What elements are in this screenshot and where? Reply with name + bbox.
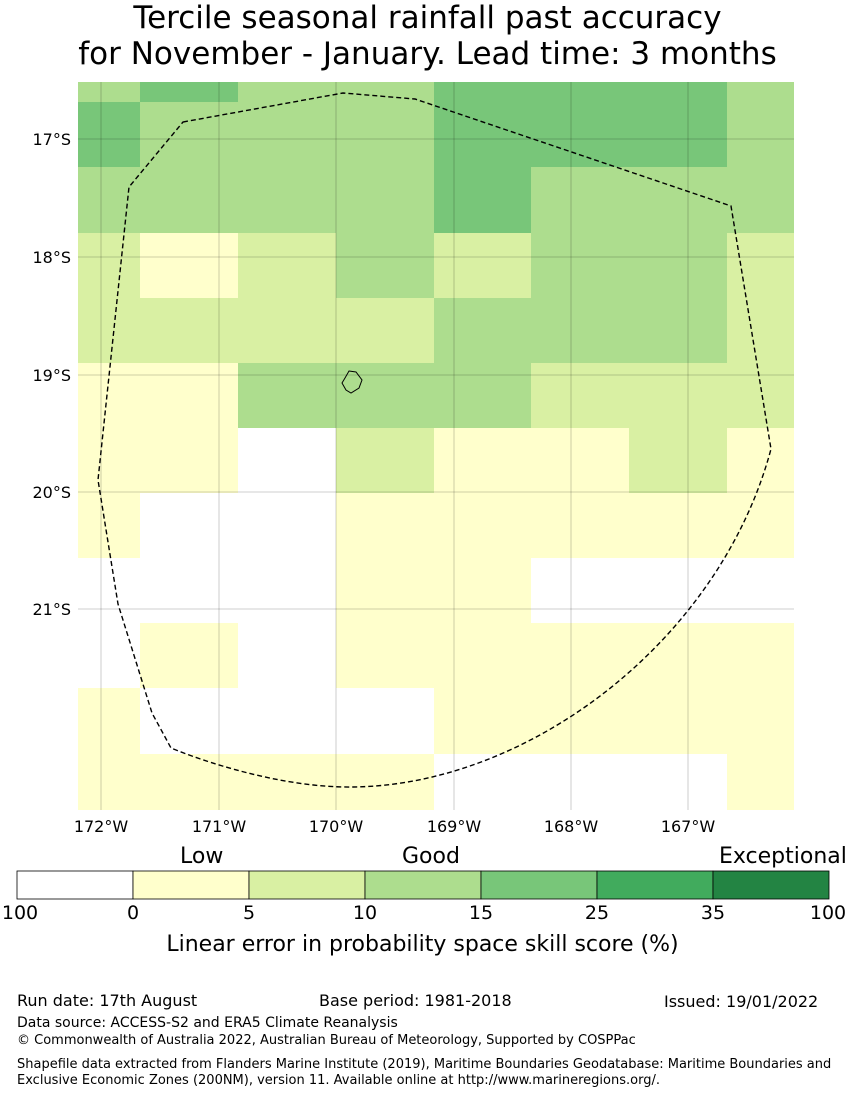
map-cell <box>78 363 238 428</box>
map-cell <box>78 754 434 810</box>
chart-title-line1: Tercile seasonal rainfall past accuracy <box>133 0 722 36</box>
skill-score-map: 17°S 18°S 19°S 20°S 21°S 172°W 171°W 170°W 169°… <box>32 82 794 836</box>
map-cell <box>336 558 531 623</box>
map-cell <box>434 167 531 233</box>
map-cell <box>140 102 434 167</box>
map-cell <box>336 493 794 558</box>
map-cell <box>336 428 434 493</box>
longitude-label: 168°W <box>544 817 599 836</box>
map-cell <box>78 558 336 623</box>
map-cell <box>727 298 794 363</box>
map-cell <box>238 363 531 428</box>
map-cell <box>629 428 727 493</box>
longitude-label: 169°W <box>427 817 482 836</box>
colorbar-swatch <box>364 870 482 900</box>
map-cell <box>78 298 434 363</box>
legend-category-low: Low <box>180 844 224 869</box>
map-cell <box>434 102 727 167</box>
map-cell <box>140 493 336 558</box>
latitude-label: 19°S <box>32 366 71 385</box>
colorbar <box>16 870 830 900</box>
longitude-labels: 172°W 171°W 170°W 169°W 168°W 167°W <box>74 817 716 836</box>
run-date: Run date: 17th August <box>17 991 198 1010</box>
map-cell <box>140 688 434 754</box>
map-cell <box>78 623 140 688</box>
map-cell <box>531 363 794 428</box>
map-cell <box>78 428 238 493</box>
map-cell <box>78 102 140 167</box>
map-cell <box>140 233 238 298</box>
longitude-label: 167°W <box>661 817 716 836</box>
map-cell <box>140 623 238 688</box>
data-source: Data source: ACCESS-S2 and ERA5 Climate … <box>17 1015 398 1031</box>
legend-category-exceptional: Exceptional <box>719 844 847 869</box>
map-cell <box>78 688 140 754</box>
longitude-label: 170°W <box>309 817 364 836</box>
map-cell <box>531 233 727 298</box>
map-cell <box>434 754 727 810</box>
legend-category-good: Good <box>402 844 460 869</box>
colorbar-tick-label: 100 <box>1 902 39 924</box>
map-cell <box>434 428 629 493</box>
map-cell <box>78 82 140 102</box>
issued-date: Issued: 19/01/2022 <box>664 992 819 1011</box>
latitude-label: 17°S <box>32 130 71 149</box>
map-cell <box>434 233 531 298</box>
chart-title-line2: for November - January. Lead time: 3 mon… <box>78 36 777 72</box>
map-cell <box>78 233 140 298</box>
map-cell <box>434 82 727 102</box>
map-cell <box>727 102 794 167</box>
colorbar-tick-label: 25 <box>584 902 610 924</box>
map-cell <box>238 233 336 298</box>
map-cell <box>238 623 336 688</box>
map-cell <box>727 82 794 102</box>
map-cell <box>434 298 727 363</box>
grid-cells <box>78 82 794 810</box>
latitude-label: 20°S <box>32 483 71 502</box>
colorbar-swatch <box>16 870 134 900</box>
colorbar-tick-label: 100 <box>809 902 847 924</box>
map-cell <box>727 754 794 810</box>
colorbar-title: Linear error in probability space skill … <box>166 932 679 957</box>
colorbar-tick-label: 15 <box>468 902 494 924</box>
latitude-label: 21°S <box>32 600 71 619</box>
colorbar-swatch <box>132 870 250 900</box>
colorbar-tick-label: 10 <box>352 902 378 924</box>
latitude-labels: 17°S 18°S 19°S 20°S 21°S <box>32 130 71 619</box>
base-period: Base period: 1981-2018 <box>319 991 512 1010</box>
colorbar-tick-label: 35 <box>700 902 726 924</box>
map-cell <box>434 688 794 754</box>
map-cell <box>531 167 794 233</box>
latitude-label: 18°S <box>32 248 71 267</box>
colorbar-swatch <box>712 870 830 900</box>
colorbar-swatch <box>248 870 366 900</box>
colorbar-swatch <box>480 870 598 900</box>
copyright: © Commonwealth of Australia 2022, Austra… <box>17 1033 636 1048</box>
island-outline <box>341 370 363 394</box>
map-cell <box>336 233 434 298</box>
colorbar-tick-label: 5 <box>242 902 256 924</box>
longitude-label: 171°W <box>192 817 247 836</box>
colorbar-swatch <box>596 870 714 900</box>
shapefile-credit: Shapefile data extracted from Flanders M… <box>17 1057 832 1088</box>
map-cell <box>336 623 794 688</box>
map-cell <box>140 82 238 102</box>
longitude-label: 172°W <box>74 817 129 836</box>
map-cell <box>727 233 794 298</box>
map-cell <box>238 428 336 493</box>
map-cell <box>78 167 434 233</box>
map-cell <box>531 558 794 623</box>
colorbar-tick-label: 0 <box>126 902 140 924</box>
